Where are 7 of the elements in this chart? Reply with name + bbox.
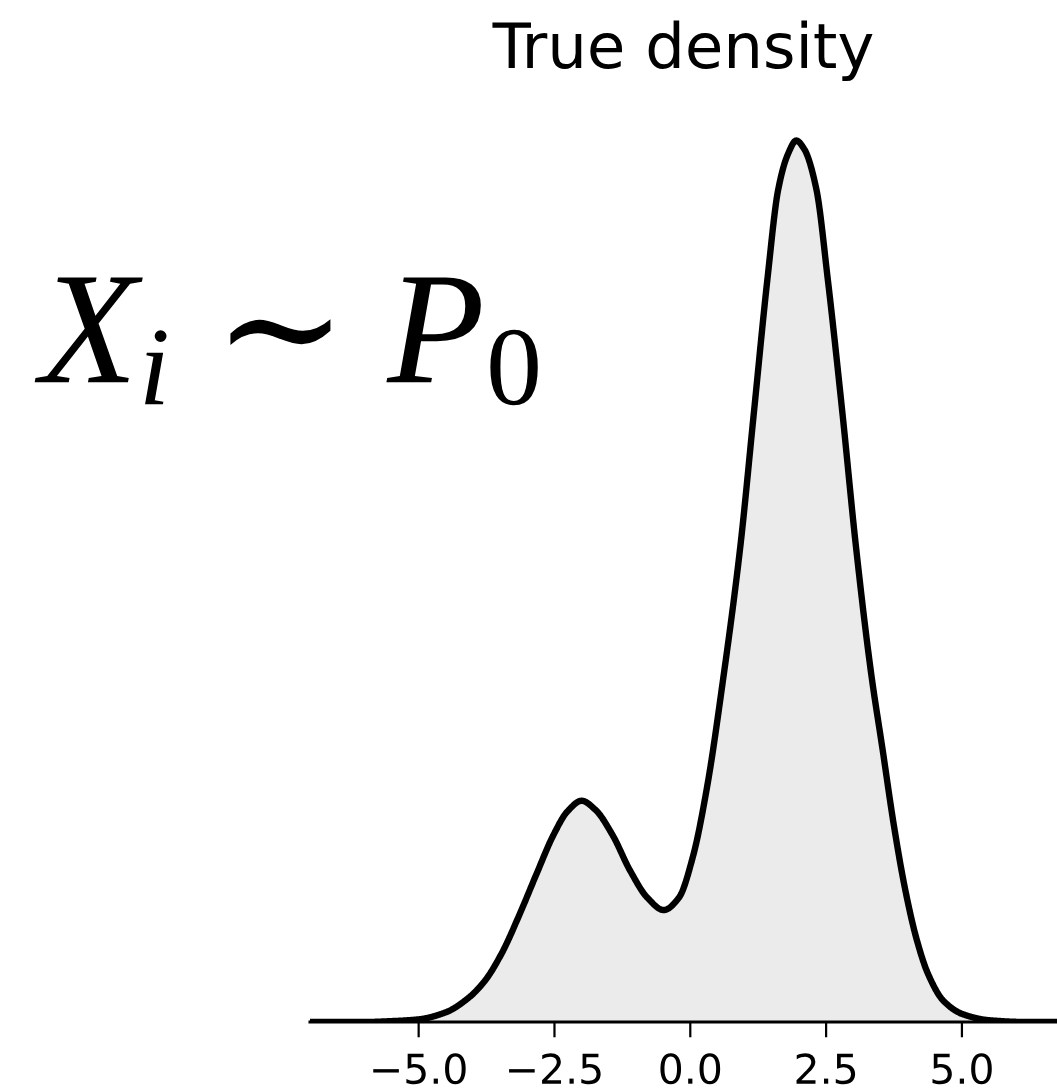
x-tick-label: −2.5 — [509, 1053, 601, 1085]
x-tick-label: −5.0 — [373, 1053, 466, 1085]
x-tick-label: 2.5 — [796, 1053, 856, 1085]
x-tick-label: 0.0 — [660, 1053, 721, 1085]
x-tick-label: 5.0 — [932, 1053, 992, 1085]
chart-title: True density — [492, 20, 873, 82]
annotation: X$_{i}$ ∼ P$_{0}$ — [34, 277, 538, 406]
